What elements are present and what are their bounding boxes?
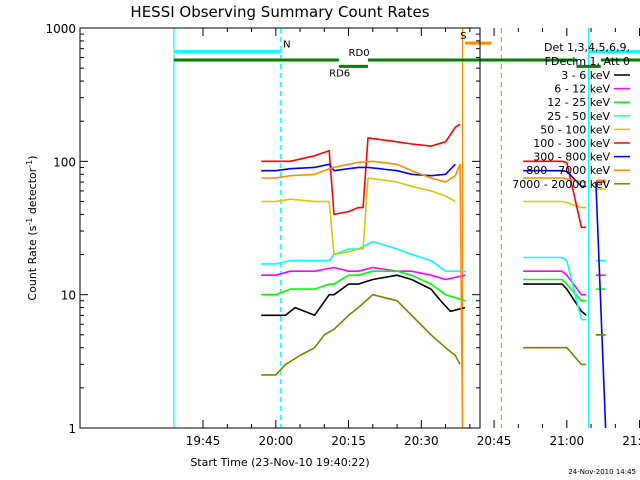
- series-layer: [261, 123, 607, 429]
- series-line-12-25-kev-segment-2: [523, 278, 587, 302]
- overlay-layer: N S RD0 RD6: [173, 28, 640, 428]
- legend-label-3-6-kev: 3 - 6 keV: [561, 69, 610, 82]
- series-line-6-12-kev-segment-1: [261, 266, 466, 281]
- legend-header-line-2: FDecim 1, Att 0: [545, 55, 630, 68]
- y-axis-label: Count Rate (s-1 detector-1): [25, 155, 39, 300]
- series-line-25-50-kev-segment-1: [261, 240, 465, 273]
- x-tick-label-19-45: 19:45: [186, 434, 221, 448]
- series-line-7000-20000-kev-segment-1: [261, 293, 461, 376]
- y-axis-label-part-1: Count Rate (s: [26, 225, 39, 300]
- x-tick-label-21-00: 21:00: [550, 434, 585, 448]
- legend-label-800-7000-kev: 800 - 7000 keV: [526, 164, 610, 177]
- flag-label-rd6: RD6: [329, 68, 350, 79]
- y-tick-label-1000: 1000: [45, 22, 76, 36]
- legend: Det 1,3,4,5,6,9, FDecim 1, Att 0 3 - 6 k…: [512, 41, 630, 191]
- legend-label-50-100-kev: 50 - 100 keV: [540, 123, 610, 136]
- series-line-100-300-kev-segment-2: [523, 160, 587, 229]
- flag-label-s: S: [460, 31, 466, 42]
- series-line-6-12-kev-segment-2: [523, 270, 587, 296]
- y-tick-label-100: 100: [53, 155, 76, 169]
- flag-label-rd0: RD0: [349, 48, 370, 59]
- y-axis-label-sup-2: -1: [25, 160, 34, 168]
- legend-label-12-25-kev: 12 - 25 keV: [547, 96, 610, 109]
- series-line-100-300-kev-segment-1: [261, 123, 461, 216]
- legend-header-line-1: Det 1,3,4,5,6,9,: [544, 41, 630, 54]
- x-tick-label-20-00: 20:00: [259, 434, 294, 448]
- series-line-25-50-kev-segment-2: [523, 256, 587, 321]
- x-tick-label-21-15: 21:15: [622, 434, 640, 448]
- series-line-300-800-kev-segment-2: [523, 169, 587, 188]
- series-line-7000-20000-kev-segment-2: [523, 346, 587, 366]
- x-axis-label: Start Time (23-Nov-10 19:40:22): [190, 456, 369, 469]
- chart-title: HESSI Observing Summary Count Rates: [130, 3, 429, 21]
- y-axis-label-part-2: detector: [26, 167, 39, 217]
- x-tick-label-20-45: 20:45: [477, 434, 512, 448]
- series-line-12-25-kev-segment-1: [261, 270, 466, 302]
- series-line-300-800-kev-segment-3: [595, 181, 607, 429]
- series-line-300-800-kev-segment-1: [261, 163, 456, 177]
- series-line-800-7000-kev-segment-1: [261, 160, 464, 429]
- series-line-3-6-kev-segment-1: [261, 274, 466, 317]
- legend-label-100-300-kev: 100 - 300 keV: [533, 137, 610, 150]
- y-tick-label-10: 10: [61, 289, 76, 303]
- x-tick-label-20-15: 20:15: [331, 434, 366, 448]
- plot-frame: [79, 27, 481, 429]
- series-line-50-100-kev-segment-1: [261, 177, 456, 256]
- y-tick-label-1: 1: [68, 422, 76, 436]
- series-line-3-6-kev-segment-2: [523, 283, 587, 316]
- timestamp-stamp: 24-Nov-2010 14:45: [568, 468, 636, 476]
- series-line-50-100-kev-segment-2: [523, 200, 587, 209]
- legend-label-6-12-kev: 6 - 12 keV: [554, 83, 610, 96]
- x-tick-label-20-30: 20:30: [404, 434, 439, 448]
- y-axis-label-sup-1: -1: [25, 218, 34, 226]
- y-axis-label-part-3: ): [26, 155, 39, 159]
- legend-label-300-800-kev: 300 - 800 keV: [533, 151, 610, 164]
- legend-label-7000-20000-kev: 7000 - 20000 keV: [512, 178, 610, 191]
- series-line-800-7000-kev-segment-2: [523, 177, 587, 183]
- legend-label-25-50-kev: 25 - 50 keV: [547, 110, 610, 123]
- axis-ticks: 19:45 20:00 20:15 20:30 20:45 21:00 21:15 1000 1…: [45, 22, 640, 448]
- flag-label-n: N: [283, 40, 290, 51]
